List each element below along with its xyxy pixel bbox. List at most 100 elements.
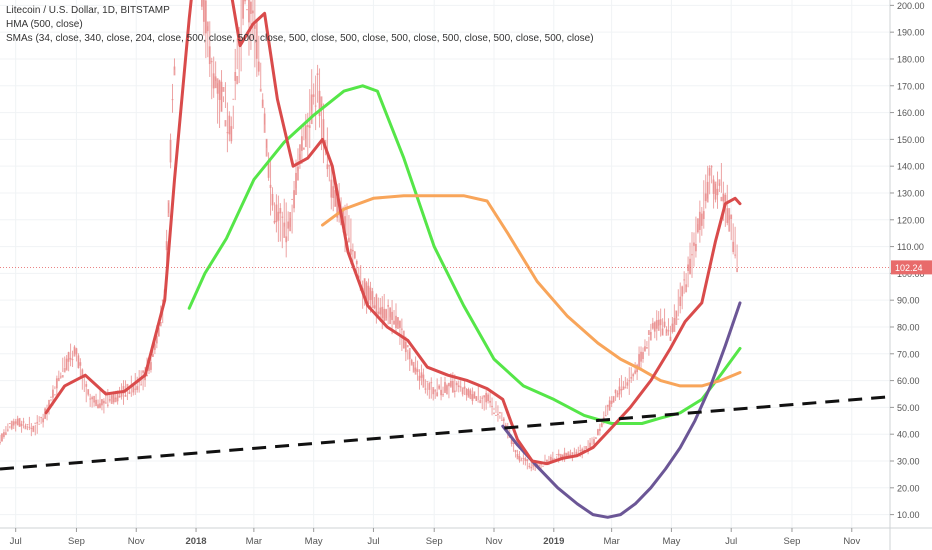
price-candle-body <box>408 347 411 360</box>
price-candle-body <box>426 381 429 383</box>
current-price-label: 102.24 <box>895 263 923 273</box>
price-candle-body <box>110 395 113 404</box>
price-candle-body <box>469 390 472 400</box>
price-candle-body <box>581 448 584 452</box>
price-candle-body <box>485 393 488 403</box>
price-candle-body <box>201 0 203 7</box>
price-candle-body <box>416 369 419 372</box>
price-candle-body <box>659 319 662 326</box>
legend-smas[interactable]: SMAs (34, close, 340, close, 204, close,… <box>6 33 594 44</box>
price-candle-body <box>406 345 409 348</box>
price-candle-body <box>628 380 631 382</box>
price-candle-body <box>642 352 644 359</box>
price-candle-body <box>557 453 560 456</box>
price-candle-body <box>144 374 146 381</box>
price-candle-body <box>638 354 640 368</box>
price-candle-body <box>710 166 713 168</box>
price-candle-body <box>404 341 407 353</box>
price-candle-body <box>524 458 527 462</box>
price-candle-body <box>632 374 635 377</box>
sma-purple-line <box>501 301 742 519</box>
price-candle-body <box>99 403 101 408</box>
price-candle-body <box>491 405 493 407</box>
price-candle-body <box>618 386 621 395</box>
price-candle-body <box>259 88 262 92</box>
price-candle-body <box>236 75 239 85</box>
price-candle-body <box>693 242 695 246</box>
price-candle-body <box>457 385 460 387</box>
price-axis-label: 200.00 <box>897 1 925 11</box>
price-candle-body <box>500 419 503 421</box>
price-candle-body <box>681 286 684 297</box>
price-candle-body <box>698 211 701 230</box>
time-axis-label: Jul <box>10 536 22 547</box>
price-candle-body <box>20 423 23 427</box>
price-axis-label: 20.00 <box>897 483 920 493</box>
price-candle-body <box>647 330 650 336</box>
legend-title[interactable]: Litecoin / U.S. Dollar, 1D, BITSTAMP <box>6 5 170 16</box>
price-candle-body <box>420 372 423 378</box>
price-candle-body <box>624 386 627 389</box>
price-axis-label: 180.00 <box>897 54 925 64</box>
price-axis-label: 50.00 <box>897 403 920 413</box>
price-candle-body <box>208 46 211 65</box>
price-candle-body <box>449 381 452 387</box>
price-candle-body <box>567 451 570 459</box>
price-candle-body <box>687 264 689 271</box>
time-axis-label: Nov <box>128 536 145 547</box>
price-candle-body <box>375 294 378 315</box>
price-candle-body <box>328 164 331 167</box>
series-lines <box>0 0 891 519</box>
price-candle-body <box>381 306 384 319</box>
price-candle-body <box>675 310 678 326</box>
price-candle-body <box>146 375 148 377</box>
price-candle-body <box>89 398 92 400</box>
price-candle-body <box>616 393 619 398</box>
price-candle-body <box>12 421 15 426</box>
price-candle-body <box>95 399 97 407</box>
price-candle-body <box>685 284 688 293</box>
price-candle-body <box>653 321 656 332</box>
hma-line <box>44 0 742 466</box>
price-candle-body <box>167 200 170 217</box>
price-candle-body <box>608 400 611 411</box>
sma-orange-line <box>321 194 742 388</box>
price-candle-body <box>412 361 415 373</box>
price-candle-body <box>720 196 723 202</box>
price-candle-body <box>85 384 88 387</box>
price-candle-body <box>30 428 33 430</box>
price-candle-body <box>438 385 441 389</box>
price-candle-body <box>75 348 78 355</box>
price-candle-body <box>269 184 272 189</box>
price-candle-body <box>634 370 637 374</box>
price-candle-body <box>224 120 227 127</box>
price-candle-body <box>342 207 344 222</box>
price-candle-body <box>385 308 388 321</box>
price-candle-body <box>612 395 615 403</box>
price-candle-body <box>369 287 372 301</box>
price-candle-body <box>275 204 278 223</box>
price-candle-body <box>26 423 29 425</box>
price-candle-body <box>373 305 376 309</box>
price-candle-body <box>0 441 1 444</box>
time-axis-label: 2018 <box>185 536 206 547</box>
price-candle-body <box>528 465 531 467</box>
price-candle-body <box>81 369 84 377</box>
trendline <box>0 395 891 471</box>
price-candle-body <box>414 367 417 375</box>
sma-green-line <box>187 84 742 425</box>
price-candle-body <box>302 147 305 150</box>
price-candle-body <box>332 186 335 199</box>
price-candle-body <box>293 190 295 209</box>
price-candle-body <box>306 125 309 127</box>
price-candle-body <box>724 194 727 205</box>
legend-hma[interactable]: HMA (500, close) <box>6 19 83 30</box>
price-candle-body <box>124 395 127 397</box>
price-candle-body <box>696 218 699 233</box>
price-candle-body <box>473 391 476 399</box>
price-candle-body <box>532 463 535 467</box>
price-candle-body <box>316 73 319 75</box>
price-candle-body <box>295 172 297 195</box>
price-candle-body <box>530 467 533 469</box>
